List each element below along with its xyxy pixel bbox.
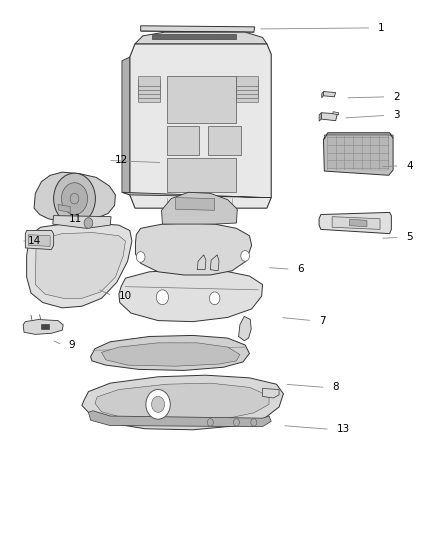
Polygon shape [321, 113, 337, 120]
Circle shape [156, 290, 169, 305]
Polygon shape [323, 133, 393, 175]
Polygon shape [138, 87, 160, 98]
Polygon shape [119, 270, 262, 321]
Text: 8: 8 [332, 382, 339, 392]
Text: 4: 4 [406, 161, 413, 171]
Text: 14: 14 [28, 236, 41, 246]
Polygon shape [135, 32, 267, 44]
Polygon shape [138, 92, 160, 102]
Text: 7: 7 [319, 316, 326, 326]
Text: 3: 3 [393, 110, 400, 120]
Text: 10: 10 [119, 290, 132, 301]
Polygon shape [237, 92, 258, 102]
Polygon shape [82, 375, 283, 430]
Polygon shape [262, 389, 279, 398]
Polygon shape [237, 87, 258, 98]
Polygon shape [34, 172, 116, 222]
Polygon shape [333, 112, 339, 115]
Polygon shape [88, 411, 271, 426]
Polygon shape [197, 255, 206, 270]
Polygon shape [323, 92, 336, 97]
Polygon shape [167, 76, 237, 123]
Polygon shape [237, 84, 258, 94]
Text: 9: 9 [69, 340, 75, 350]
Circle shape [146, 390, 170, 419]
Polygon shape [167, 126, 199, 155]
Text: 6: 6 [297, 264, 304, 274]
Polygon shape [327, 135, 388, 171]
Polygon shape [152, 34, 237, 38]
Polygon shape [176, 198, 215, 211]
Polygon shape [210, 255, 219, 271]
Polygon shape [35, 232, 125, 298]
Polygon shape [239, 317, 251, 341]
Polygon shape [23, 319, 63, 334]
Polygon shape [319, 113, 321, 121]
Polygon shape [319, 213, 391, 233]
Polygon shape [167, 158, 237, 192]
Polygon shape [138, 84, 160, 94]
Polygon shape [53, 216, 111, 228]
Circle shape [152, 397, 165, 413]
Polygon shape [91, 335, 250, 370]
Polygon shape [28, 235, 50, 246]
Circle shape [207, 419, 213, 426]
Polygon shape [27, 223, 132, 308]
Text: 5: 5 [406, 232, 413, 243]
Polygon shape [138, 79, 160, 90]
Polygon shape [237, 76, 258, 86]
Circle shape [251, 419, 257, 426]
Polygon shape [141, 26, 254, 32]
Circle shape [84, 217, 93, 228]
Circle shape [70, 193, 79, 204]
Polygon shape [138, 76, 160, 86]
Polygon shape [332, 216, 380, 229]
Polygon shape [102, 343, 240, 366]
Text: 12: 12 [115, 156, 128, 165]
Text: 2: 2 [393, 92, 400, 102]
Circle shape [136, 252, 145, 262]
Circle shape [53, 173, 95, 224]
Polygon shape [324, 133, 393, 139]
Circle shape [61, 183, 88, 215]
Circle shape [209, 292, 220, 305]
Text: 1: 1 [378, 23, 385, 33]
Text: 11: 11 [69, 214, 82, 224]
Polygon shape [162, 192, 237, 224]
Polygon shape [208, 126, 241, 155]
Polygon shape [122, 57, 130, 195]
Polygon shape [25, 230, 53, 249]
Circle shape [241, 251, 250, 261]
Polygon shape [135, 223, 252, 275]
Polygon shape [41, 324, 49, 329]
Polygon shape [322, 92, 323, 98]
Polygon shape [122, 192, 271, 198]
Text: 13: 13 [336, 424, 350, 434]
Circle shape [233, 419, 240, 426]
Polygon shape [58, 205, 70, 213]
Polygon shape [237, 79, 258, 90]
Polygon shape [95, 383, 269, 422]
Polygon shape [130, 44, 271, 208]
Polygon shape [350, 219, 367, 227]
